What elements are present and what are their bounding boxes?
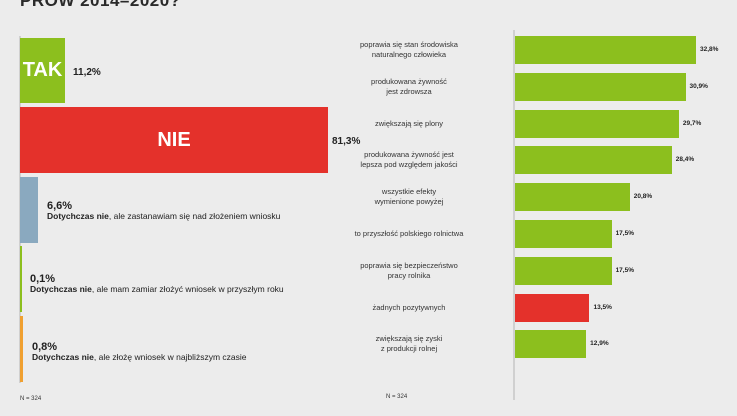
nie-value: 81,3% xyxy=(332,136,361,147)
right-bar-label: to przyszłość polskiego rolnictwa xyxy=(314,229,504,239)
right-bar-value: 17,5% xyxy=(615,230,634,237)
right-bar-label-line: poprawia się bezpieczeństwo xyxy=(360,260,458,270)
nie-label: NIE xyxy=(157,128,191,151)
right-bar-label-line: produkowana żywność xyxy=(371,76,447,86)
right-bar-value: 30,9% xyxy=(689,82,708,90)
option-text-next-year: Dotychczas nie, ale mam zamiar złożyć wn… xyxy=(30,284,284,294)
right-bar-value: 29,7% xyxy=(682,119,702,127)
right-bar-label-line: wszystkie efekty xyxy=(381,187,437,197)
tak-value: 11,2% xyxy=(73,67,101,78)
right-bar-label: poprawia się stan środowiska naturalnego … xyxy=(314,40,504,60)
tak-label: TAK xyxy=(22,59,63,81)
right-bar-label-line: to przyszłość polskiego rolnictwa xyxy=(354,229,464,238)
right-bar-label-line: zwiększają się plony xyxy=(375,118,443,128)
right-bar-label: produkowana żywność jest zdrowsza xyxy=(314,77,504,97)
right-bar-label-line: zwiększają się zyski xyxy=(375,334,443,344)
option-text-considering: Dotychczas nie, ale zastanawiam się nad … xyxy=(47,211,281,221)
right-bar xyxy=(515,72,686,101)
right-bar-value: 28,4% xyxy=(675,156,695,164)
tak-bar xyxy=(20,38,65,103)
option-value-next-year: 0,1% xyxy=(30,273,56,285)
right-bar-value: 12,9% xyxy=(590,340,609,348)
right-bar-label-line: z produkcji rolnej xyxy=(380,344,438,354)
left-n-label: N = 324 xyxy=(20,396,42,402)
nie-bar xyxy=(20,107,328,173)
right-bar-value: 20,8% xyxy=(633,193,653,201)
right-bar-value: 13,5% xyxy=(593,303,612,311)
right-bar xyxy=(515,109,679,138)
right-bar-value: 32,8% xyxy=(700,46,719,53)
right-bar-label-line: produkowana żywność jest xyxy=(364,150,454,160)
right-bar-label: wszystkie efekty wymienione powyżej xyxy=(314,187,504,207)
right-bar-label-line: lepsza pod względem jakości xyxy=(360,160,458,170)
right-bar xyxy=(515,36,696,64)
right-n-label: N = 324 xyxy=(386,394,408,400)
right-bar xyxy=(515,330,587,359)
option-value-soon: 0,8% xyxy=(32,341,58,353)
option-bar-soon xyxy=(20,316,23,382)
right-bar xyxy=(515,183,630,212)
option-value-considering: 6,6% xyxy=(47,200,73,212)
right-bar-label-line: jest zdrowsza xyxy=(386,86,432,96)
right-bar-label-line: żadnych pozytywnych xyxy=(372,302,446,312)
right-bar xyxy=(515,256,612,285)
page-title: PROW 2014–2020? xyxy=(20,0,181,10)
right-bar xyxy=(515,220,612,248)
right-bar-label: zwiększają się zyski z produkcji rolnej xyxy=(314,334,504,354)
right-bar-label: żadnych pozytywnych xyxy=(314,303,504,313)
right-chart-axis xyxy=(513,30,515,400)
right-bar-label: produkowana żywność jest lepsza pod wzglę… xyxy=(314,150,504,170)
right-bar-label-line: wymienione powyżej xyxy=(374,197,444,207)
option-bar-considering xyxy=(20,177,38,243)
right-bar-label-line: pracy rolnika xyxy=(387,270,431,280)
right-bar-value: 17,5% xyxy=(615,266,634,274)
right-bar xyxy=(515,146,672,175)
right-bar-label-line: naturalnego człowieka xyxy=(371,50,447,59)
right-bar-label-line: poprawia się stan środowiska xyxy=(360,40,458,49)
option-text-soon: Dotychczas nie, ale złożę wniosek w najb… xyxy=(32,352,247,362)
right-bar-label: zwiększają się plony xyxy=(314,119,504,129)
right-bar xyxy=(515,293,590,322)
right-bar-label: poprawia się bezpieczeństwo pracy rolnika xyxy=(314,261,504,281)
option-bar-next-year xyxy=(20,246,22,312)
